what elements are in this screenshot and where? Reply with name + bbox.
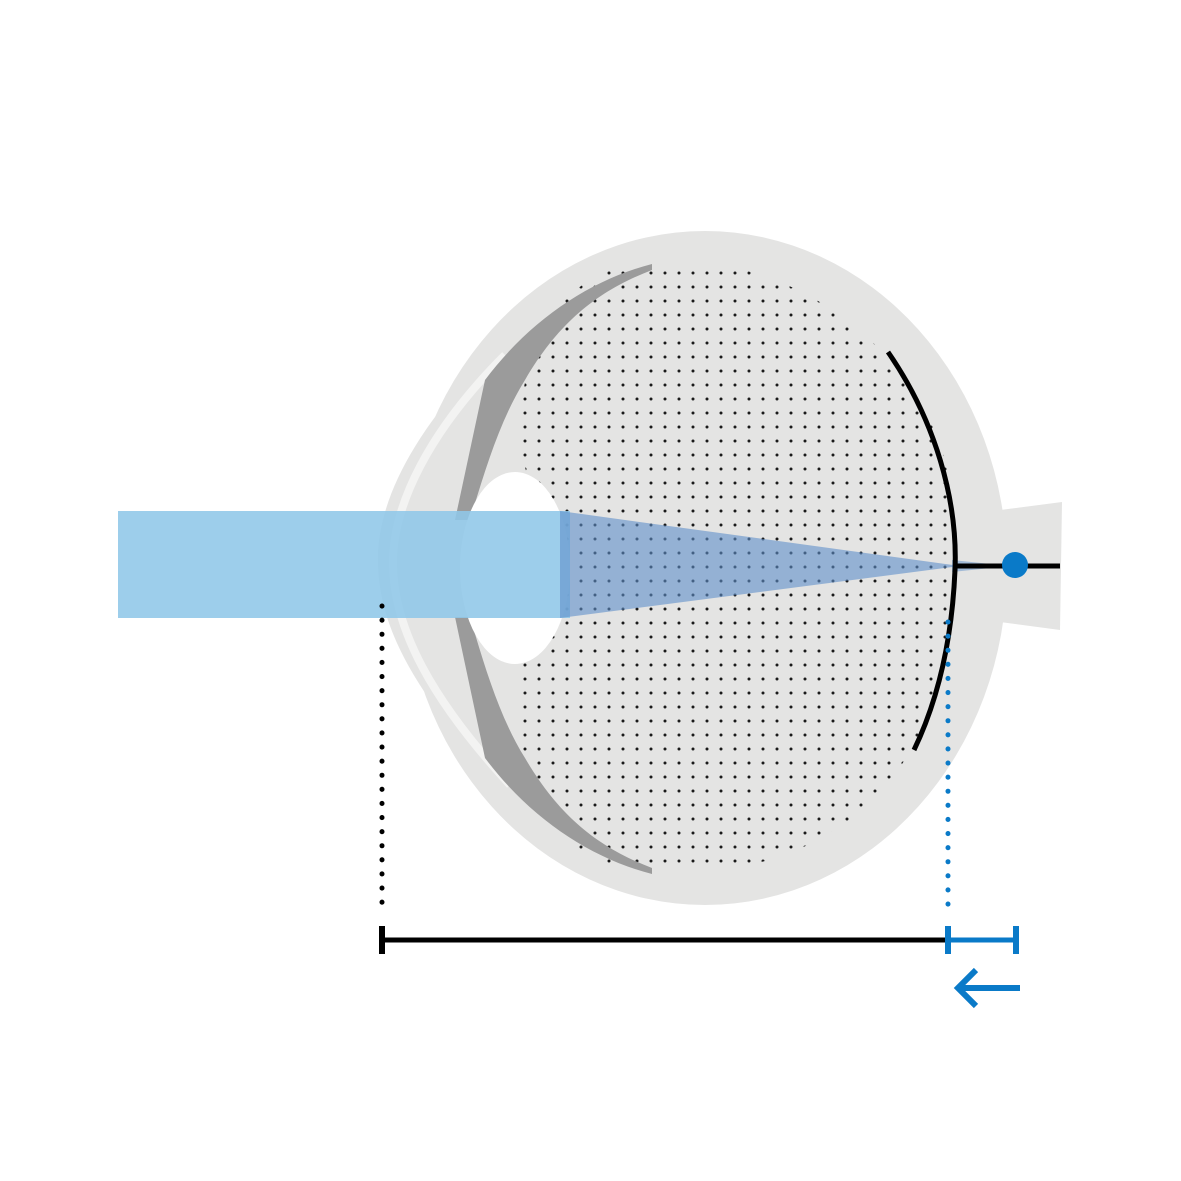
focal-point-dot xyxy=(1002,552,1028,578)
light-beam xyxy=(118,511,570,618)
arrow-left-icon xyxy=(953,967,1020,1009)
focus-cone xyxy=(560,511,960,618)
iris-lower xyxy=(455,617,652,874)
iris-upper xyxy=(455,264,652,520)
retina xyxy=(885,350,958,752)
